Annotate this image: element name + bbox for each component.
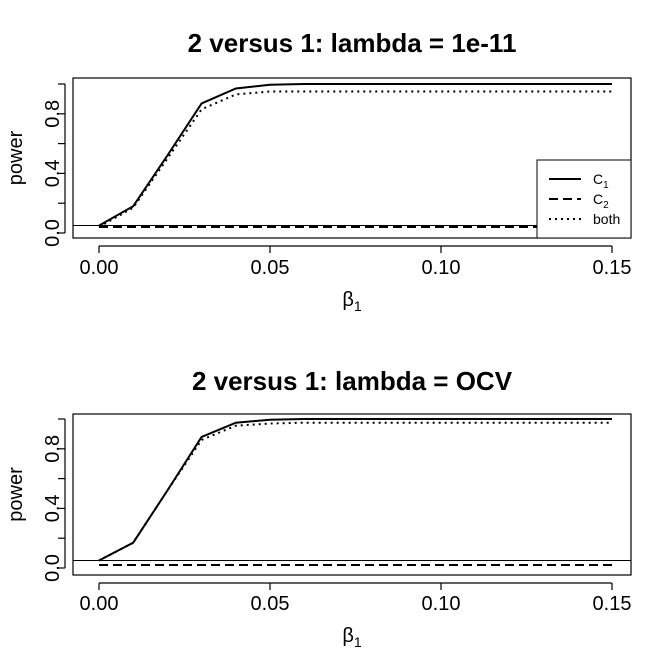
x-tick-label: 0.00 — [80, 257, 119, 279]
y-tick-label: 0.0 — [42, 219, 64, 247]
x-tick-label: 0.00 — [80, 593, 119, 615]
series-line-c1 — [98, 83, 612, 227]
chart-panel-1: 2 versus 1: lambda = 1e-11 0.00 0.05 0.10 0.… — [5, 28, 632, 314]
legend-label: both — [593, 211, 620, 227]
plot-frame — [72, 413, 632, 576]
x-axis-label: β1 — [342, 289, 362, 314]
chart-panel-2: 2 versus 1: lambda = OCV 0.00 0.05 0.10 0.15… — [5, 366, 632, 650]
chart-title: 2 versus 1: lambda = OCV — [192, 366, 513, 396]
series-line-both — [98, 421, 612, 562]
x-axis-label: β1 — [342, 625, 362, 650]
y-tick-label: 0.8 — [42, 100, 64, 128]
y-axis-label: power — [5, 467, 27, 522]
x-tick-label: 0.15 — [593, 593, 632, 615]
x-tick-label: 0.10 — [422, 257, 461, 279]
x-tick-label: 0.05 — [251, 257, 290, 279]
chart-title: 2 versus 1: lambda = 1e-11 — [188, 28, 517, 58]
plot-frame — [72, 77, 632, 239]
y-tick-label: 0.4 — [42, 494, 64, 522]
legend-label: C1 — [593, 171, 609, 191]
y-tick-label: 0.0 — [42, 554, 64, 582]
y-tick-label: 0.4 — [42, 159, 64, 187]
y-tick-label: 0.8 — [42, 435, 64, 463]
x-tick-label: 0.05 — [251, 593, 290, 615]
legend-label: C2 — [593, 191, 609, 211]
x-tick-label: 0.15 — [593, 257, 632, 279]
y-axis-label: power — [5, 130, 27, 185]
x-tick-label: 0.10 — [422, 593, 461, 615]
series-line-c1 — [98, 418, 612, 562]
series-line-both — [98, 90, 612, 228]
